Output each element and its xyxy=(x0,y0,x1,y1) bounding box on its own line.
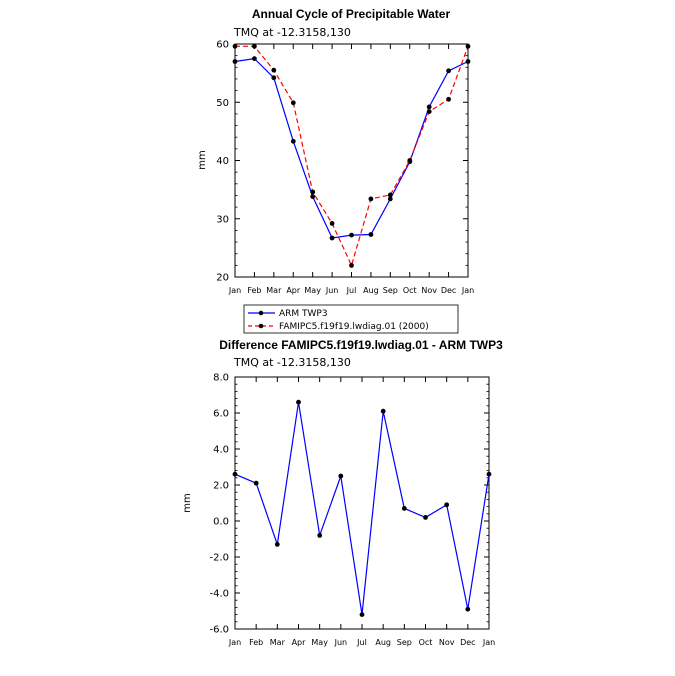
chart1-series-1-point xyxy=(252,56,257,61)
chart2-series-1-point xyxy=(401,506,407,511)
chart2-series-1-point xyxy=(338,473,344,479)
chart2-ytick-label: 2.0 xyxy=(213,481,229,492)
chart1-plot-frame xyxy=(234,43,469,278)
chart1-xtick-label: Jul xyxy=(346,286,357,295)
chart2-title: Difference FAMIPC5.f19f19.lwdiag.01 - AR… xyxy=(219,338,503,352)
chart1-series-2-point xyxy=(271,67,277,73)
chart1-series-1-point xyxy=(368,232,374,237)
chart1-xtick-label: Nov xyxy=(421,286,437,295)
chart2-series-group xyxy=(232,399,492,617)
chart1-series-2-point xyxy=(290,100,296,106)
chart1-series-2-point xyxy=(446,96,451,102)
chart1-series-1-point xyxy=(329,235,335,241)
chart1-series-group xyxy=(232,43,471,268)
chart1-series-1-point xyxy=(465,59,471,64)
chart2-ytick-label: -4.0 xyxy=(209,589,229,600)
legend-frame xyxy=(243,304,459,334)
chart2-xtick-label: Apr xyxy=(292,638,307,647)
chart2-subtitle: TMQ at -12.3158,130 xyxy=(233,356,351,369)
chart2-xtick-label: Jan xyxy=(482,638,495,647)
chart2-ytick-label: 4.0 xyxy=(213,445,229,456)
chart2-series-1-point xyxy=(253,480,259,486)
chart2-series-1-point xyxy=(486,471,492,477)
chart1-ytick-label: 40 xyxy=(216,156,229,167)
chart1-series-2-point xyxy=(232,43,238,49)
chart1-xtick-label: Mar xyxy=(266,286,282,295)
chart2-xtick-label: Jan xyxy=(228,638,241,647)
chart2-series-1-point xyxy=(444,502,450,508)
chart1-series-2-line xyxy=(235,45,469,268)
chart1-xtick-label: May xyxy=(304,286,321,295)
chart1-xtick-label: Jun xyxy=(325,286,339,295)
chart1-series-1-point xyxy=(349,232,354,238)
chart1-series-2-point xyxy=(349,263,354,268)
legend-label-famipc5: FAMIPC5.f19f19.lwdiag.01 (2000) xyxy=(279,322,429,332)
legend-label-arm-twp3: ARM TWP3 xyxy=(279,309,328,319)
chart2-series-1-point xyxy=(465,606,471,612)
chart1-series-1-point xyxy=(387,196,393,202)
chart2-ytick-label: -2.0 xyxy=(209,553,229,564)
chart1-xtick-label: Aug xyxy=(363,286,379,295)
chart2-xtick-label: Jul xyxy=(356,638,367,647)
chart2-series-1-point xyxy=(296,399,301,405)
chart1-series-2-point xyxy=(465,43,471,49)
chart1-series-1-point xyxy=(271,75,277,81)
chart2-series-1-point xyxy=(359,612,365,617)
chart1-y-axis-label: mm xyxy=(197,150,208,169)
chart2-ytick-label: 6.0 xyxy=(213,409,229,420)
chart2-series-1-point xyxy=(380,408,386,414)
chart1-series-1-point xyxy=(446,68,451,74)
chart1-xtick-label: Apr xyxy=(286,286,301,295)
chart1-series-1-point xyxy=(426,104,432,110)
chart2-xtick-label: Sep xyxy=(397,638,412,647)
chart2-xtick-label: Mar xyxy=(270,638,286,647)
chart2-xtick-label: Aug xyxy=(375,638,391,647)
chart1-title: Annual Cycle of Precipitable Water xyxy=(252,7,451,21)
chart1-ytick-label: 60 xyxy=(216,40,229,51)
chart1-ytick-label: 30 xyxy=(216,214,229,225)
chart2-ytick-label: -6.0 xyxy=(209,625,229,636)
chart1-series-1-line xyxy=(234,57,469,239)
chart2-axis-ticks: -6.0 -4.0 -2.0 0.0 2.0 4.0 6.0 8.0 Jan Feb Mar Apr M… xyxy=(209,373,495,648)
chart1-series-1-point xyxy=(232,59,238,64)
chart1-subtitle: TMQ at -12.3158,130 xyxy=(233,26,351,39)
chart1-series-2-point xyxy=(329,221,335,226)
chart2-series-1-point xyxy=(274,542,280,547)
chart1-series-1-point xyxy=(310,194,316,200)
chart2-xtick-label: May xyxy=(311,638,328,647)
chart2-series-1-point xyxy=(423,515,428,520)
chart1-xtick-label: Jan xyxy=(228,286,241,295)
chart1-ytick-label: 20 xyxy=(216,273,229,284)
chart1-xtick-label: Oct xyxy=(403,286,417,295)
chart2-ytick-label: 8.0 xyxy=(213,373,229,384)
chart2-xtick-label: Oct xyxy=(419,638,433,647)
chart2-plot-frame xyxy=(234,376,490,630)
chart1-series-2-point xyxy=(426,109,432,114)
chart1-series-2-point xyxy=(387,192,393,198)
legend-marker-arm-twp3 xyxy=(258,310,264,316)
chart2-series-1-line xyxy=(234,402,490,615)
chart1-xtick-label: Dec xyxy=(441,286,456,295)
chart2-y-axis-label: mm xyxy=(182,493,193,512)
chart1-series-1-point xyxy=(290,138,296,144)
chart1-axis-ticks: 20 30 40 50 60 Jan Feb Mar Apr May Jun Jul Aug Sep Oct… xyxy=(216,40,474,296)
chart2-xtick-label: Feb xyxy=(249,638,263,647)
chart2-xtick-label: Dec xyxy=(460,638,475,647)
legend-marker-famipc5 xyxy=(258,323,264,329)
chart2-xtick-label: Nov xyxy=(439,638,455,647)
chart2-xtick-label: Jun xyxy=(334,638,348,647)
chart1-series-2-point xyxy=(310,189,316,195)
chart1-xtick-label: Feb xyxy=(247,286,261,295)
chart1-xtick-label: Jan xyxy=(461,286,474,295)
chart1-series-2-point xyxy=(368,196,374,202)
chart2-series-1-point xyxy=(232,471,238,477)
chart2-series-1-point xyxy=(317,533,323,538)
chart1-series-2-point xyxy=(252,43,257,49)
chart2-ytick-label: 0.0 xyxy=(213,517,229,528)
chart1-series-2-point xyxy=(407,158,413,163)
chart1-xtick-label: Sep xyxy=(383,286,398,295)
chart1-ytick-label: 50 xyxy=(216,98,229,109)
